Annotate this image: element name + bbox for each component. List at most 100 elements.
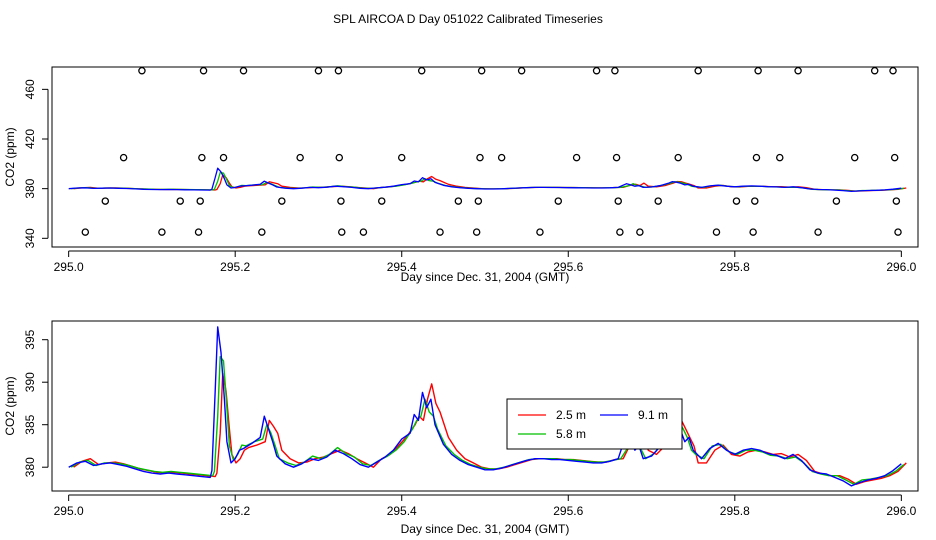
calibration-point xyxy=(554,197,563,205)
calibration-point xyxy=(81,228,90,236)
x-tick-label: 295.4 xyxy=(387,260,417,274)
series-line-9-1-m xyxy=(68,326,902,487)
y-axis: 340 380 420 460 xyxy=(23,79,49,248)
calibration-point xyxy=(454,197,463,205)
calibration-point xyxy=(674,153,682,162)
calibration-point xyxy=(889,66,897,75)
y-tick-label: 395 xyxy=(23,329,37,349)
x-tick-label: 296.0 xyxy=(886,504,916,518)
plot-frame xyxy=(51,320,919,492)
calibration-point xyxy=(296,153,304,162)
calibration-point xyxy=(377,197,386,205)
x-tick-label: 295.2 xyxy=(220,504,250,518)
series-lines xyxy=(68,167,907,193)
calibration-point xyxy=(138,66,146,75)
x-axis-label: Day since Dec. 31, 2004 (GMT) xyxy=(401,270,570,284)
x-axis: 295.0 295.2 295.4 295.6 295.8 296.0 xyxy=(54,494,917,518)
calibration-point xyxy=(196,197,204,205)
calibration-point xyxy=(258,228,266,236)
x-tick-label: 295.6 xyxy=(553,260,583,274)
calibration-point xyxy=(338,228,346,236)
calibration-points xyxy=(81,66,902,236)
series-line-5-8-m xyxy=(71,171,904,192)
calibration-point xyxy=(417,66,426,75)
calibration-point xyxy=(335,153,344,162)
calibration-point xyxy=(612,153,621,162)
calibration-point xyxy=(239,66,248,75)
calibration-point xyxy=(536,228,544,236)
calibration-point xyxy=(751,197,759,205)
calibration-point xyxy=(176,197,184,205)
plot-frame xyxy=(51,66,919,248)
calibration-point xyxy=(101,197,110,205)
calibration-point xyxy=(517,66,526,75)
calibration-point xyxy=(850,153,859,162)
x-tick-label: 295.2 xyxy=(220,260,250,274)
figure-title: SPL AIRCOA D Day 051022 Calibrated Times… xyxy=(333,12,603,26)
y-axis-label: CO2 (ppm) xyxy=(3,127,17,186)
calibration-point xyxy=(794,66,802,75)
x-tick-label: 295.8 xyxy=(720,504,750,518)
calibration-point xyxy=(894,228,902,236)
series-line-5-8-m xyxy=(70,356,905,485)
calibration-point xyxy=(754,66,762,75)
calibration-point xyxy=(592,66,601,75)
calibration-point xyxy=(472,228,481,236)
legend-label-5-8m: 5.8 m xyxy=(556,427,586,441)
calibration-point xyxy=(119,153,128,162)
y-tick-label: 385 xyxy=(23,414,37,434)
legend-label-9-1m: 9.1 m xyxy=(638,408,668,422)
calibration-point xyxy=(359,228,368,236)
calibration-point xyxy=(474,197,483,205)
calibration-point xyxy=(752,153,761,162)
calibration-point xyxy=(890,153,899,162)
x-tick-label: 295.4 xyxy=(387,504,417,518)
x-tick-label: 296.0 xyxy=(886,260,916,274)
calibration-point xyxy=(616,228,624,236)
x-tick-label: 295.8 xyxy=(720,260,750,274)
calibration-point xyxy=(870,66,879,75)
calibration-point xyxy=(476,153,484,162)
calibration-point xyxy=(337,197,345,205)
y-tick-label: 340 xyxy=(23,228,37,248)
x-axis-label: Day since Dec. 31, 2004 (GMT) xyxy=(401,522,570,536)
calibration-point xyxy=(198,153,206,162)
x-tick-label: 295.6 xyxy=(553,504,583,518)
x-tick-label: 295.0 xyxy=(54,260,84,274)
calibration-point xyxy=(654,197,662,205)
calibration-point xyxy=(814,228,822,236)
calibration-point xyxy=(636,228,644,236)
x-axis: 295.0 295.2 295.4 295.6 295.8 296.0 xyxy=(54,250,917,274)
calibration-point xyxy=(694,66,702,75)
calibration-point xyxy=(314,66,323,75)
series-line-2-5-m xyxy=(73,373,907,485)
ambient-panel: 295.0 295.2 295.4 295.6 295.8 296.0 380 385 390… xyxy=(3,320,919,536)
calibration-point xyxy=(776,153,784,162)
calibration-panel: 295.0 295.2 295.4 295.6 295.8 296.0 340 380 420… xyxy=(3,66,919,284)
calibration-point xyxy=(436,228,444,236)
calibration-point xyxy=(832,197,841,205)
calibration-point xyxy=(611,66,619,75)
y-tick-label: 420 xyxy=(23,129,37,149)
calibration-point xyxy=(477,66,486,75)
y-tick-label: 460 xyxy=(23,79,37,99)
calibration-point xyxy=(614,197,622,205)
calibration-point xyxy=(892,197,901,205)
x-tick-label: 295.0 xyxy=(54,504,84,518)
legend-box xyxy=(506,398,683,450)
calibration-point xyxy=(194,228,203,236)
legend: 2.5 m 5.8 m 9.1 m xyxy=(506,398,683,450)
y-axis: 380 385 390 395 xyxy=(23,329,49,477)
calibration-point xyxy=(497,153,506,162)
calibration-point xyxy=(334,66,343,75)
calibration-point xyxy=(278,197,286,205)
legend-label-2-5m: 2.5 m xyxy=(556,408,586,422)
calibration-point xyxy=(749,228,757,236)
calibration-point xyxy=(397,153,406,162)
calibration-point xyxy=(712,228,721,236)
calibration-point xyxy=(219,153,228,162)
y-tick-label: 390 xyxy=(23,372,37,392)
y-tick-label: 380 xyxy=(23,457,37,477)
series-lines xyxy=(68,326,907,487)
